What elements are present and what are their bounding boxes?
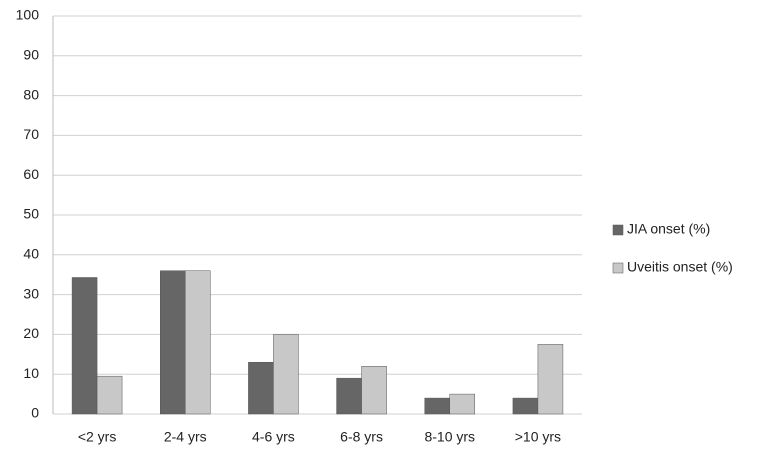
legend-label: Uveitis onset (%) <box>627 259 733 275</box>
x-tick-label: <2 yrs <box>78 429 117 445</box>
bar <box>185 270 211 415</box>
y-tick-label: 90 <box>23 47 39 63</box>
y-tick-label: 40 <box>23 246 39 262</box>
y-tick-label: 60 <box>23 166 39 182</box>
legend-swatch <box>612 224 624 236</box>
legend-label: JIA onset (%) <box>627 221 710 237</box>
bar <box>160 270 186 415</box>
bar <box>273 334 299 415</box>
bar <box>361 365 387 415</box>
x-tick-label: >10 yrs <box>515 429 561 445</box>
y-tick-label: 70 <box>23 126 39 142</box>
x-tick-label: 4-6 yrs <box>252 429 295 445</box>
bar <box>512 397 539 415</box>
bar <box>96 375 123 415</box>
x-tick-label: 8-10 yrs <box>424 429 475 445</box>
y-tick-label: 50 <box>23 206 39 222</box>
bar <box>336 377 362 415</box>
y-tick-label: 0 <box>31 405 39 421</box>
bar <box>71 277 98 415</box>
legend-swatch <box>612 262 624 274</box>
y-tick-label: 10 <box>23 365 39 381</box>
bar <box>424 397 450 415</box>
bar <box>248 362 274 415</box>
x-tick-label: 2-4 yrs <box>164 429 207 445</box>
y-tick-label: 20 <box>23 325 39 341</box>
y-tick-label: 100 <box>16 7 40 23</box>
y-tick-label: 80 <box>23 86 39 102</box>
bar <box>449 393 475 415</box>
y-tick-label: 30 <box>23 285 39 301</box>
x-tick-label: 6-8 yrs <box>340 429 383 445</box>
bar <box>537 344 564 415</box>
